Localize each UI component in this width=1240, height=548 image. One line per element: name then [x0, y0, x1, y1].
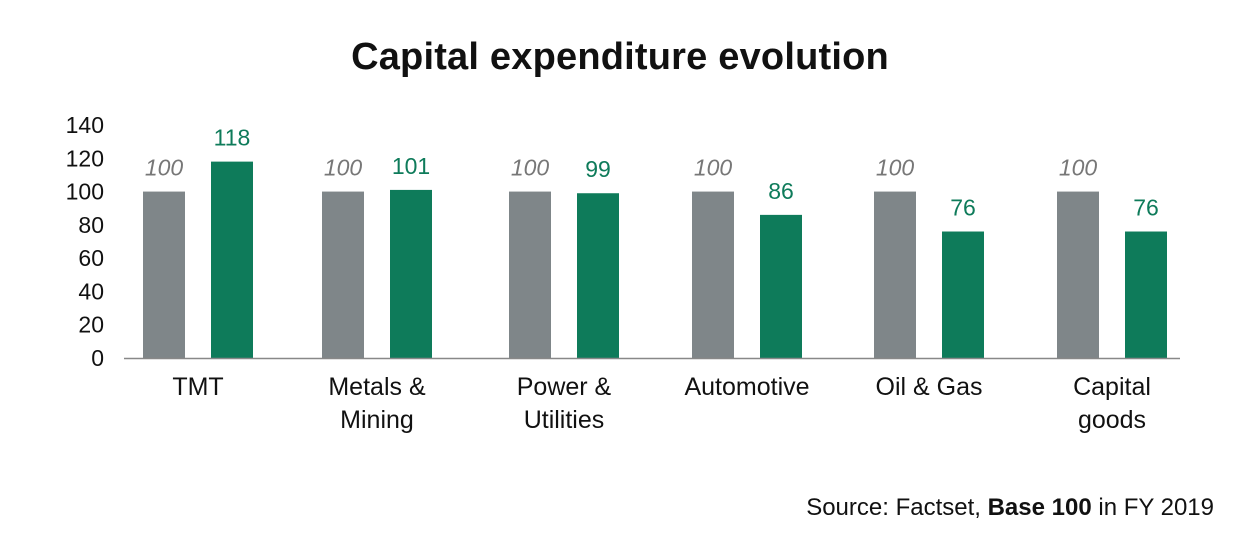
bar-current-5	[1125, 231, 1167, 358]
bar-current-0	[211, 161, 253, 358]
source-note: Source: Factset, Base 100 in FY 2019	[806, 494, 1214, 522]
x-tick-label-line: Oil & Gas	[876, 373, 983, 401]
bar-base-3	[692, 191, 734, 358]
bars: 100 100 100 100 100 100 118 101 99 86 76 76	[143, 125, 1167, 358]
y-tick-label: 140	[66, 112, 104, 138]
bar-current-3	[760, 214, 802, 358]
data-label: 100	[145, 155, 184, 181]
source-prefix: Source: Factset,	[806, 494, 988, 521]
y-tick-label: 20	[78, 312, 104, 338]
x-tick-label-line: Power &	[517, 373, 612, 401]
data-label: 100	[876, 155, 915, 181]
x-tick-label-line: Capital	[1073, 373, 1151, 401]
y-tick-label: 0	[91, 345, 104, 371]
x-axis: TMT Metals & Mining Power & Utilities Automot…	[124, 357, 1180, 434]
data-label: 100	[1059, 155, 1098, 181]
data-label: 118	[214, 125, 251, 151]
bar-base-5	[1057, 191, 1099, 358]
y-tick-label: 60	[78, 245, 104, 271]
bar-base-0	[143, 191, 185, 358]
x-tick-label-line: Automotive	[684, 373, 809, 401]
x-tick-label-line: goods	[1078, 406, 1146, 434]
x-tick-label: Oil & Gas	[876, 373, 983, 401]
data-label: 101	[392, 153, 430, 179]
data-label: 100	[511, 155, 550, 181]
data-label: 100	[324, 155, 363, 181]
y-tick-label: 40	[78, 278, 104, 304]
y-axis: 0 20 40 60 80 100 120 140	[66, 112, 104, 371]
bar-current-4	[942, 231, 984, 358]
data-label: 100	[694, 155, 733, 181]
y-tick-label: 80	[78, 212, 104, 238]
x-tick-label: TMT	[172, 373, 223, 401]
x-tick-label: Automotive	[684, 373, 809, 401]
bar-current-1	[390, 189, 432, 358]
data-label: 99	[585, 156, 611, 182]
data-label: 76	[1133, 195, 1159, 221]
bar-base-1	[322, 191, 364, 358]
x-tick-label-line: Mining	[340, 406, 414, 434]
bar-base-2	[509, 191, 551, 358]
y-tick-label: 120	[66, 145, 104, 171]
source-bold: Base 100	[987, 494, 1092, 521]
source-suffix: in FY 2019	[1091, 494, 1214, 521]
x-tick-label-line: TMT	[172, 373, 223, 401]
x-tick-label-line: Metals &	[328, 373, 426, 401]
x-tick-label-line: Utilities	[524, 406, 605, 434]
data-label: 76	[950, 195, 976, 221]
x-tick-label: Metals & Mining	[328, 373, 426, 434]
y-tick-label: 100	[66, 179, 104, 205]
data-label: 86	[768, 178, 794, 204]
x-tick-label: Capital goods	[1073, 373, 1151, 434]
x-tick-label: Power & Utilities	[517, 373, 612, 434]
bar-base-4	[874, 191, 916, 358]
chart-title: Capital expenditure evolution	[351, 36, 889, 78]
bar-current-2	[577, 193, 619, 358]
